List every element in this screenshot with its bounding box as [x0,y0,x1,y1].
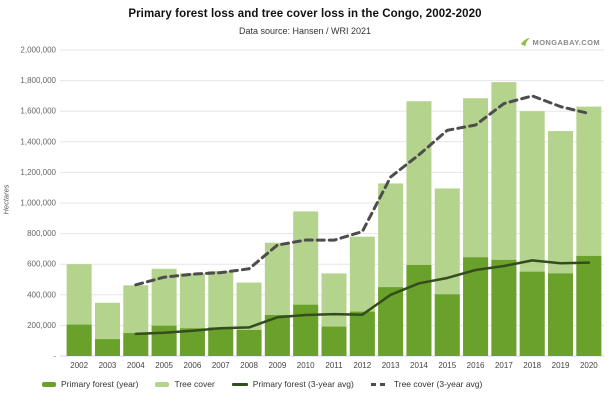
x-tick-label-2009: 2009 [268,361,286,370]
x-tick-label-2016: 2016 [467,361,485,370]
x-tick-label-2013: 2013 [382,361,400,370]
x-tick-label-2004: 2004 [127,361,145,370]
x-tick-label-2007: 2007 [212,361,230,370]
legend-item-primary-forest-avg: Primary forest (3-year avg) [231,379,354,389]
y-tick-label: 800,000 [27,229,56,238]
legend-item-tree-cover-avg: Tree cover (3-year avg) [370,379,483,389]
y-tick-label: 1,800,000 [20,76,56,85]
bar-primary-forest-2017 [491,259,517,356]
legend: Primary forest (year) Tree cover Primary… [42,379,482,389]
mongabay-logo-text: MONGABAY.COM [532,37,600,47]
x-tick-label-2010: 2010 [297,361,315,370]
x-tick-label-2019: 2019 [552,361,570,370]
bar-primary-forest-2008 [236,329,262,356]
y-tick-label: 1,000,000 [20,199,56,208]
legend-swatch-primary-forest-avg [231,382,248,386]
bar-primary-forest-2002 [66,324,92,356]
y-tick-label: - [53,352,56,361]
bar-primary-forest-2004 [123,333,149,356]
bar-primary-forest-2012 [349,311,375,356]
bar-primary-forest-2010 [293,304,319,356]
y-tick-label: 1,200,000 [20,168,56,177]
x-tick-label-2017: 2017 [495,361,513,370]
line-tree-cover-3yr-avg [134,94,591,287]
bar-primary-forest-2016 [463,257,489,356]
mongabay-logo: MONGABAY.COM [520,37,600,47]
bar-primary-forest-2011 [321,326,347,356]
bar-primary-forest-2018 [519,271,545,356]
legend-label-tree-cover-avg: Tree cover (3-year avg) [393,379,483,389]
x-tick-label-2002: 2002 [70,361,88,370]
y-tick-label: 1,400,000 [20,137,56,146]
legend-item-primary-forest-year: Primary forest (year) [42,379,138,389]
x-tick-label-2014: 2014 [410,361,428,370]
bar-primary-forest-2015 [434,294,460,356]
bar-primary-forest-2013 [378,287,404,356]
bar-primary-forest-2007 [208,327,234,356]
bar-primary-forest-2019 [548,273,574,356]
bar-primary-forest-2014 [406,264,432,356]
x-tick-label-2008: 2008 [240,361,258,370]
legend-label-primary-forest-year: Primary forest (year) [61,379,139,389]
legend-swatch-primary-forest-year [42,381,56,387]
x-tick-label-2006: 2006 [184,361,202,370]
x-tick-label-2020: 2020 [580,361,598,370]
bar-primary-forest-2005 [151,325,177,356]
x-tick-label-2012: 2012 [353,361,371,370]
legend-item-tree-cover: Tree cover [155,379,215,389]
x-tick-label-2015: 2015 [438,361,456,370]
chart-subtitle: Data source: Hansen / WRI 2021 [238,26,372,36]
y-tick-label: 400,000 [27,290,56,299]
y-tick-label: 600,000 [27,260,56,269]
line-primary-forest-3yr-avg [134,259,591,336]
legend-swatch-tree-cover [155,381,170,387]
y-tick-label: 200,000 [27,321,56,330]
y-tick-label: 2,000,000 [20,46,56,55]
bar-primary-forest-2020 [576,255,602,356]
x-tick-label-2005: 2005 [155,361,173,370]
legend-label-primary-forest-avg: Primary forest (3-year avg) [252,379,354,389]
legend-label-tree-cover: Tree cover [174,379,215,389]
x-tick-label-2003: 2003 [99,361,117,370]
bar-primary-forest-2009 [264,314,290,356]
legend-swatch-tree-cover-avg [370,382,389,386]
y-tick-label: 1,600,000 [20,107,56,116]
mongabay-leaf-icon [520,38,529,47]
bar-primary-forest-2006 [179,328,205,356]
bar-primary-forest-2003 [94,339,120,356]
x-tick-label-2011: 2011 [325,361,343,370]
chart-title: Primary forest loss and tree cover loss … [128,8,482,20]
x-tick-label-2018: 2018 [523,361,541,370]
